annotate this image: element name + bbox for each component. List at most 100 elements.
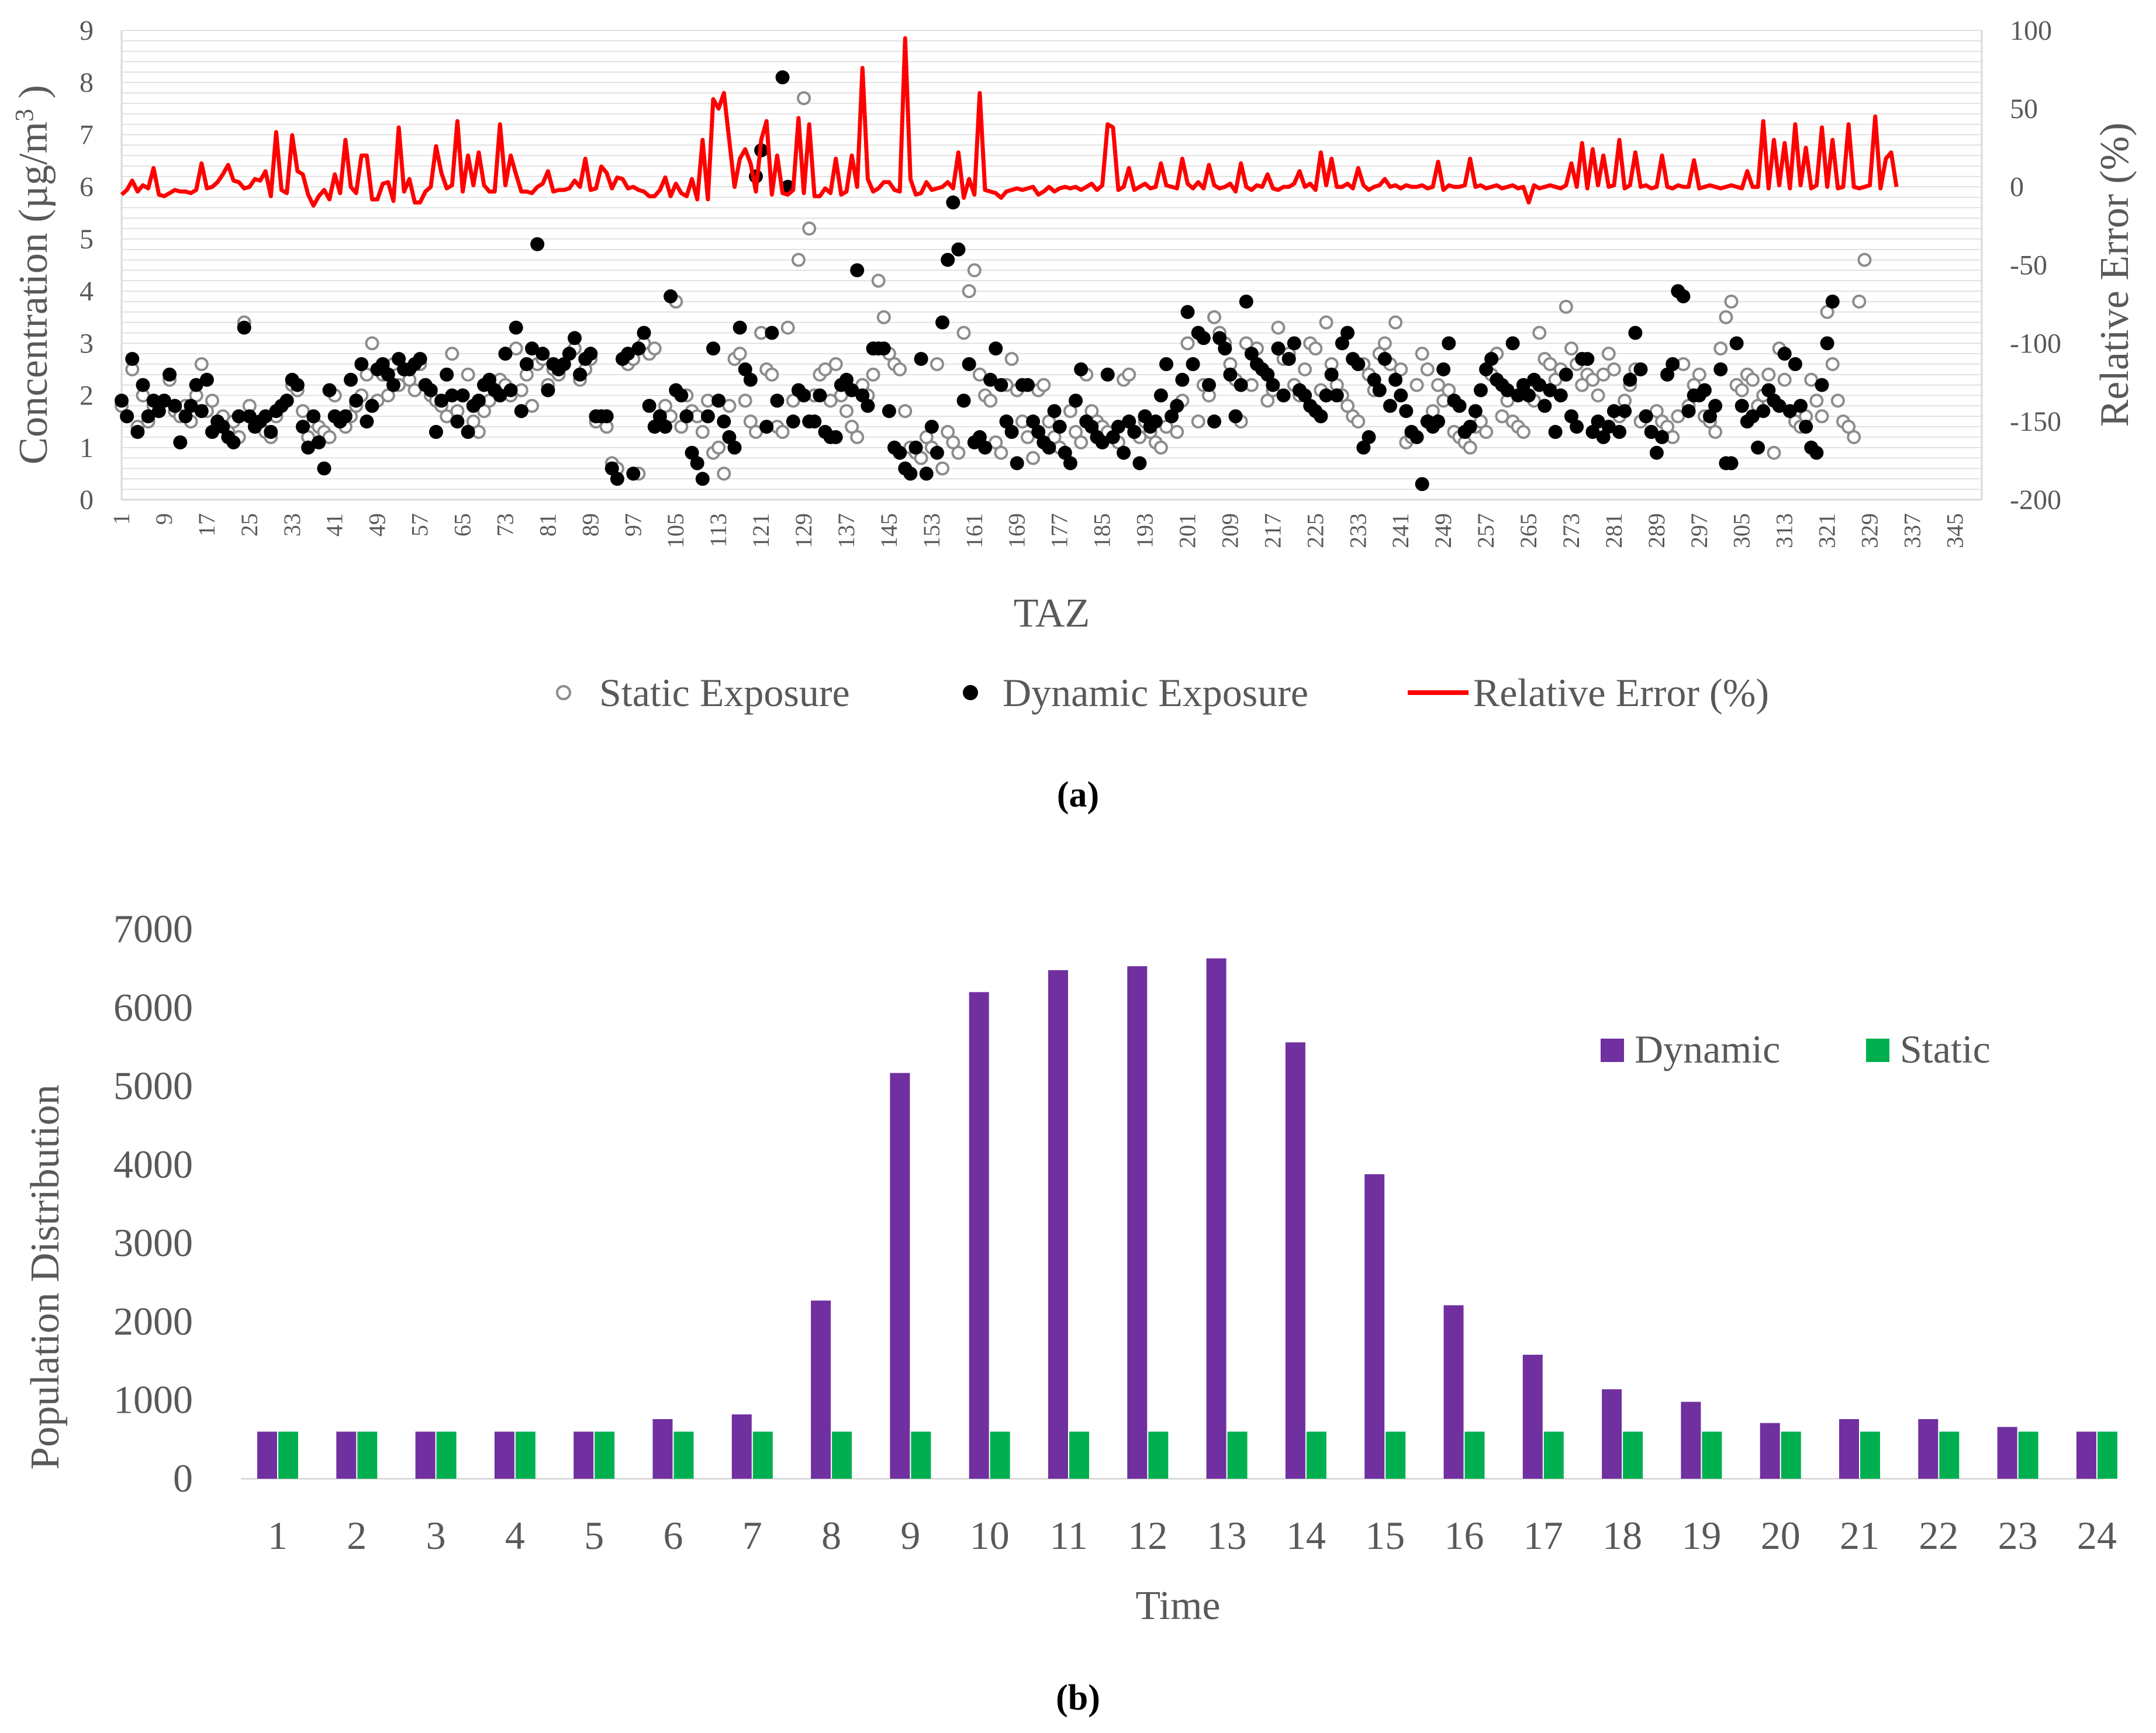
static-exposure-point bbox=[1047, 430, 1062, 444]
dynamic-exposure-point bbox=[1058, 445, 1072, 460]
panel-b-x-tick-labels: 1 2 3 4 5 6 7 8 9 10 11 12 13 14 15 16 17 18 19 20 21 22 23 24 bbox=[268, 1513, 2117, 1558]
dynamic-exposure-point bbox=[1644, 425, 1659, 440]
dynamic-bar bbox=[1997, 1427, 2017, 1479]
dynamic-exposure-point bbox=[1127, 425, 1142, 440]
bar-x-tick-label: 7 bbox=[742, 1513, 762, 1558]
static-exposure-point bbox=[1415, 347, 1429, 361]
dynamic-exposure-point bbox=[685, 445, 699, 460]
dynamic-exposure-point bbox=[1639, 409, 1653, 424]
static-exposure-point bbox=[476, 404, 491, 418]
x-tick-label: 265 bbox=[1515, 513, 1542, 548]
dynamic-exposure-point bbox=[519, 357, 534, 372]
dynamic-exposure-point bbox=[1298, 388, 1312, 403]
static-exposure-point bbox=[1601, 347, 1616, 361]
dynamic-exposure-point bbox=[1383, 399, 1397, 413]
static-exposure-point bbox=[1442, 383, 1456, 397]
static-exposure-point bbox=[295, 404, 310, 418]
dynamic-exposure-point bbox=[226, 435, 241, 449]
dynamic-exposure-point bbox=[882, 404, 896, 418]
bar-x-tick-label: 23 bbox=[1998, 1513, 2038, 1558]
dynamic-exposure-point bbox=[951, 242, 966, 257]
static-exposure-point bbox=[525, 399, 540, 413]
dynamic-exposure-point bbox=[1372, 383, 1387, 397]
dynamic-exposure-point bbox=[1180, 305, 1195, 319]
dynamic-exposure-point bbox=[1356, 440, 1371, 455]
panel-a-x-tick-labels: 1 9 17 25 33 41 49 57 65 73 81 89 97 105 113 121 129 137 1… bbox=[108, 513, 1968, 548]
static-exposure-point bbox=[780, 320, 795, 335]
static-exposure-point bbox=[1069, 425, 1083, 440]
static-exposure-point bbox=[1170, 425, 1184, 440]
y-tick-label: 1 bbox=[80, 433, 94, 463]
static-exposure-point bbox=[765, 367, 779, 382]
static-exposure-point bbox=[1564, 341, 1578, 356]
dynamic-exposure-point bbox=[264, 425, 278, 440]
dynamic-exposure-point bbox=[908, 440, 923, 455]
dynamic-exposure-point bbox=[1559, 367, 1573, 382]
dynamic-exposure-point bbox=[1281, 352, 1296, 366]
dynamic-exposure-point bbox=[1186, 357, 1200, 372]
dynamic-exposure-point bbox=[733, 320, 747, 335]
static-bar bbox=[1464, 1431, 1485, 1479]
dynamic-exposure-point bbox=[413, 352, 427, 366]
dynamic-exposure-point bbox=[1266, 378, 1280, 392]
dynamic-exposure-point bbox=[1020, 378, 1035, 392]
dynamic-exposure-point bbox=[1745, 409, 1760, 424]
bar-y-tick-label: 7000 bbox=[113, 907, 193, 951]
dynamic-exposure-point bbox=[498, 347, 513, 361]
dynamic-exposure-point bbox=[1010, 456, 1024, 471]
static-bar bbox=[1385, 1431, 1406, 1479]
static-exposure-point bbox=[1532, 326, 1547, 340]
static-bar bbox=[990, 1431, 1010, 1479]
dynamic-bar bbox=[731, 1414, 752, 1479]
dynamic-exposure-point bbox=[1095, 435, 1110, 449]
dynamic-exposure-point bbox=[664, 289, 678, 304]
dynamic-exposure-point bbox=[1708, 399, 1723, 413]
dynamic-exposure-point bbox=[1165, 409, 1179, 424]
dynamic-exposure-point bbox=[258, 409, 273, 424]
static-exposure-point bbox=[1159, 420, 1174, 434]
static-exposure-point bbox=[1606, 362, 1621, 376]
x-tick-label: 113 bbox=[705, 513, 731, 548]
static-bar bbox=[2097, 1431, 2117, 1479]
static-bar bbox=[752, 1431, 773, 1479]
static-exposure-point bbox=[1463, 440, 1477, 455]
static-bar bbox=[1227, 1431, 1248, 1479]
dynamic-bar bbox=[494, 1431, 514, 1479]
dynamic-exposure-point bbox=[989, 341, 1003, 356]
y2-tick-label: -150 bbox=[2010, 406, 2061, 437]
dynamic-exposure-point bbox=[839, 372, 854, 387]
bar-y-tick-label: 0 bbox=[173, 1456, 193, 1500]
dynamic-exposure-point bbox=[1074, 362, 1089, 376]
dynamic-exposure-point bbox=[349, 393, 364, 408]
panel-a-y-tick-labels: 0 1 2 3 4 5 6 7 8 9 bbox=[80, 15, 94, 516]
dynamic-exposure-point bbox=[1399, 404, 1414, 418]
dynamic-exposure-point bbox=[1570, 420, 1584, 434]
static-exposure-point bbox=[1713, 341, 1728, 356]
static-exposure-point bbox=[1660, 420, 1675, 434]
dynamic-exposure-point bbox=[301, 440, 316, 455]
static-exposure-point bbox=[786, 393, 800, 408]
static-exposure-point bbox=[1340, 399, 1355, 413]
dynamic-bar bbox=[257, 1431, 277, 1479]
dynamic-exposure-point bbox=[1319, 388, 1333, 403]
static-exposure-point bbox=[466, 414, 481, 429]
bar-x-tick-label: 22 bbox=[1919, 1513, 1958, 1558]
dynamic-exposure-point bbox=[1820, 336, 1834, 351]
static-exposure-point bbox=[1026, 451, 1041, 465]
dynamic-exposure-point bbox=[1825, 294, 1840, 309]
dynamic-exposure-point bbox=[1815, 378, 1829, 392]
bar-x-tick-label: 19 bbox=[1681, 1513, 1721, 1558]
panel-b-y-tick-labels: 0 1000 2000 3000 4000 5000 6000 7000 bbox=[113, 907, 193, 1500]
dynamic-exposure-point bbox=[381, 367, 395, 382]
bar-y-tick-label: 5000 bbox=[113, 1064, 193, 1108]
dynamic-exposure-point bbox=[1153, 388, 1168, 403]
static-exposure-point bbox=[733, 347, 747, 361]
dynamic-exposure-point bbox=[775, 70, 790, 85]
dynamic-exposure-point bbox=[1532, 378, 1547, 392]
legend-dynamic-swatch bbox=[1601, 1039, 1624, 1062]
dynamic-exposure-point bbox=[972, 430, 987, 444]
dynamic-bar bbox=[1522, 1354, 1543, 1479]
dynamic-exposure-point bbox=[392, 352, 406, 366]
dynamic-exposure-point bbox=[1388, 372, 1403, 387]
bar-x-tick-label: 3 bbox=[426, 1513, 446, 1558]
